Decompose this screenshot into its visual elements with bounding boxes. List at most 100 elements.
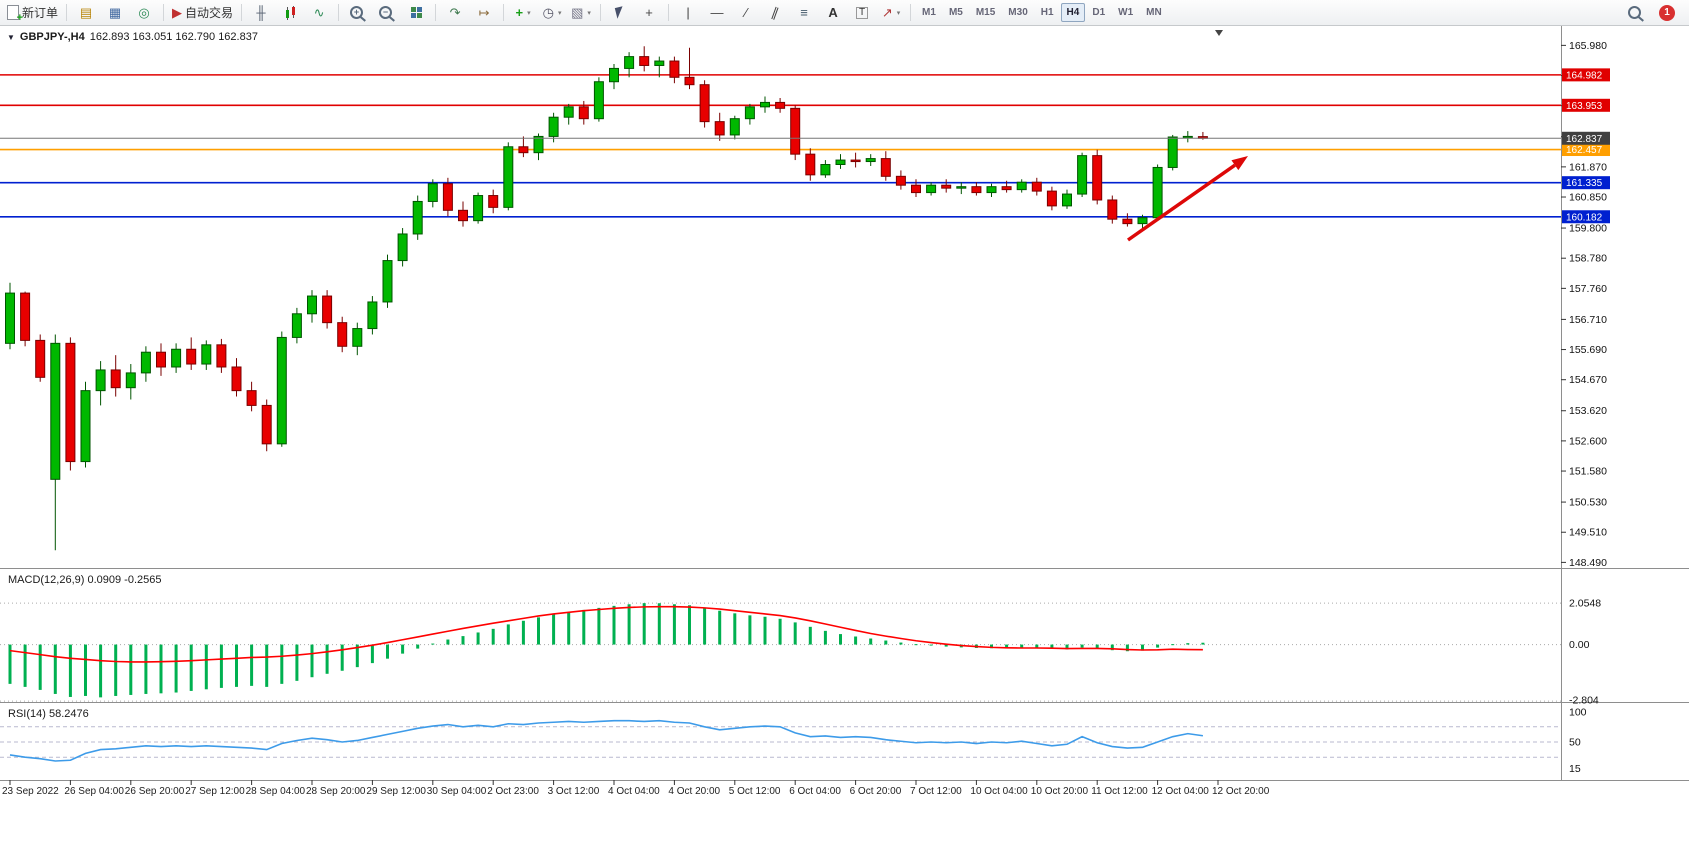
periods-button[interactable]: ◷ ▾ [538,2,566,23]
auto-scroll-button[interactable]: ↷ [441,2,469,23]
svg-text:154.670: 154.670 [1569,374,1607,386]
svg-text:153.620: 153.620 [1569,405,1607,417]
search-button[interactable] [1622,2,1650,23]
fibonacci-icon: ≡ [800,5,808,20]
svg-text:150.530: 150.530 [1569,497,1607,509]
timeframe-h1-button[interactable]: H1 [1040,7,1054,18]
svg-text:4 Oct 04:00: 4 Oct 04:00 [608,786,660,797]
svg-text:165.980: 165.980 [1569,40,1607,52]
toolbar-separator [66,4,68,21]
text-label-button[interactable]: T [848,2,876,23]
toolbar-separator [338,4,340,21]
svg-text:28 Sep 20:00: 28 Sep 20:00 [306,786,366,797]
svg-text:156.710: 156.710 [1569,314,1607,326]
timeframe-d1-button[interactable]: D1 [1092,7,1106,18]
arrows-button[interactable]: ↗ ▾ [877,2,905,23]
zoom-in-button[interactable]: + [344,2,372,23]
crosshair-button[interactable]: + [635,2,663,23]
svg-text:161.335: 161.335 [1566,178,1603,189]
indicators-button[interactable]: + ▾ [509,2,537,23]
notification-badge[interactable]: 1 [1659,4,1675,21]
svg-text:2 Oct 23:00: 2 Oct 23:00 [487,786,539,797]
vertical-line-button[interactable]: | [674,2,702,23]
arrows-icon: ↗ [881,5,893,20]
toolbar-separator [600,4,602,21]
chevron-down-icon: ▾ [527,9,531,17]
market-watch-button[interactable]: ▤ [72,2,100,23]
svg-text:155.690: 155.690 [1569,344,1607,356]
trendline-button[interactable]: ∕ [732,2,760,23]
rsi-line [9,719,1204,762]
chevron-down-icon: ▾ [557,9,562,17]
price-badge [1562,143,1610,157]
templates-button[interactable]: ▧ ▾ [567,2,595,23]
fibonacci-button[interactable]: ≡ [790,2,818,23]
price-badge [1562,176,1610,190]
bar-chart-button[interactable]: ╫ [247,2,275,23]
timeframe-h4-button[interactable]: H4 [1060,3,1086,22]
text-button[interactable]: A [819,2,847,23]
svg-text:11 Oct 12:00: 11 Oct 12:00 [1091,786,1148,797]
timeframe-m30-button[interactable]: M30 [1008,7,1028,18]
chart-shift-marker[interactable] [1215,30,1223,36]
data-window-button[interactable]: ▦ [101,2,129,23]
timeframe-m5-button[interactable]: M5 [948,7,963,18]
svg-text:161.870: 161.870 [1569,161,1607,173]
svg-text:160.182: 160.182 [1566,212,1603,223]
candlestick-chart-button[interactable] [276,2,304,23]
toolbar-separator [163,4,165,21]
svg-text:157.760: 157.760 [1569,283,1607,295]
timeframe-m1-button[interactable]: M1 [922,7,936,18]
tile-windows-button[interactable] [402,2,430,23]
toolbar-right: 1 [1622,2,1685,23]
chart-symbol-label: ▼ GBPJPY-,H4 162.893 163.051 162.790 162… [7,31,258,43]
svg-text:158.780: 158.780 [1569,253,1607,265]
toolbar: + 新订单 ▤ ▦ ◎ ▶ 自动交易 ╫ ∿ + − ↷ ↦ + ▾ ◷ ▾ ▧ ▾ + | — ∕ ∥ ≡ A T ↗ ▾ M1 M5 M1… [0,0,1689,26]
auto-trading-button[interactable]: ▶ 自动交易 [169,2,236,23]
toolbar-separator [435,4,437,21]
svg-text:6 Oct 20:00: 6 Oct 20:00 [850,786,902,797]
macd-axis-label: -2.804 [1569,695,1599,707]
market-watch-icon: ▤ [79,5,93,20]
macd-panel [0,602,1561,702]
new-order-button[interactable]: + 新订单 [4,2,61,24]
svg-text:28 Sep 04:00: 28 Sep 04:00 [246,786,306,797]
svg-text:6 Oct 04:00: 6 Oct 04:00 [789,786,841,797]
price-badge [1562,68,1610,82]
text-icon: A [828,5,838,20]
trend-arrow[interactable] [1126,156,1248,242]
horizontal-line-icon: — [710,5,724,20]
svg-text:26 Sep 20:00: 26 Sep 20:00 [125,786,185,797]
horizontal-line-button[interactable]: — [703,2,731,23]
macd-axis-label: 0.00 [1569,639,1590,651]
line-chart-icon: ∿ [313,5,325,20]
chart-window: ▼ GBPJPY-,H4 162.893 163.051 162.790 162… [0,26,1689,862]
chevron-down-icon[interactable]: ▼ [7,32,15,42]
svg-text:5 Oct 12:00: 5 Oct 12:00 [729,786,781,797]
time-axis[interactable]: 23 Sep 2022 26 Sep 04:00 26 Sep 20:00 27 Se… [2,780,1270,797]
svg-text:12 Oct 04:00: 12 Oct 04:00 [1152,786,1210,797]
chevron-down-icon: ▾ [587,9,591,17]
timeframe-m15-button[interactable]: M15 [975,7,996,18]
chart-canvas[interactable]: 165.980164.960163.940162.890161.870160.8… [0,26,1689,862]
timeframe-w1-button[interactable]: W1 [1118,7,1134,18]
svg-text:12 Oct 20:00: 12 Oct 20:00 [1212,786,1270,797]
svg-text:4 Oct 20:00: 4 Oct 20:00 [668,786,720,797]
toolbar-separator [668,4,670,21]
trendline-icon: ∕ [744,5,748,20]
macd-label: MACD(12,26,9) 0.0909 -0.2565 [8,574,161,586]
line-chart-button[interactable]: ∿ [305,2,333,23]
channel-button[interactable]: ∥ [761,2,789,23]
price-axis[interactable]: 165.980164.960163.940162.890161.870160.8… [1561,40,1610,775]
cursor-button[interactable] [606,2,634,23]
candlestick-icon [283,5,297,20]
chart-shift-icon: ↦ [478,5,490,20]
zoom-out-button[interactable]: − [373,2,401,23]
svg-text:26 Sep 04:00: 26 Sep 04:00 [64,786,124,797]
timeframe-mn-button[interactable]: MN [1146,7,1162,18]
chart-shift-button[interactable]: ↦ [470,2,498,23]
navigator-button[interactable]: ◎ [130,2,158,23]
svg-text:164.982: 164.982 [1566,70,1603,81]
toolbar-separator [910,4,912,21]
svg-text:151.580: 151.580 [1569,466,1607,478]
